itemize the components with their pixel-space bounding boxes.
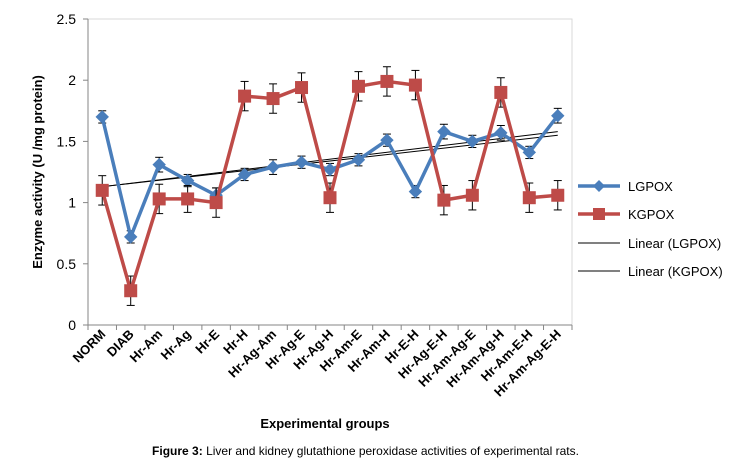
data-point [351, 79, 365, 93]
x-axis: NORMDIABHr-AmHr-AgHr-EHr-HHr-Ag-AmHr-Ag-… [70, 324, 573, 399]
y-tick-label: 2 [68, 72, 76, 88]
data-point [294, 155, 309, 169]
data-point [437, 193, 451, 207]
data-point [152, 192, 166, 206]
data-point [124, 284, 138, 298]
data-point [323, 162, 337, 177]
data-point [181, 192, 195, 206]
data-point [551, 108, 565, 123]
data-point [522, 145, 537, 160]
data-point [465, 134, 480, 149]
legend: LGPOX KGPOX Linear (LGPOX) Linear (KGPOX) [578, 179, 723, 279]
figure-caption: Figure 3: Liver and kidney glutathione p… [0, 444, 731, 458]
series-group [95, 66, 565, 306]
data-point [237, 167, 252, 182]
data-point [209, 196, 223, 210]
data-point [351, 153, 366, 167]
data-point [238, 89, 252, 103]
data-point [494, 85, 508, 99]
y-tick-label: 1.5 [57, 133, 77, 149]
data-point [437, 124, 451, 139]
data-point [522, 191, 536, 205]
data-point [408, 78, 422, 92]
data-point [152, 157, 166, 172]
series-kgpox [95, 66, 565, 306]
data-point [95, 183, 109, 197]
x-tick-label: Hr-E [192, 326, 222, 356]
data-point [266, 92, 280, 106]
data-point [380, 133, 394, 147]
legend-item: Linear (KGPOX) [578, 264, 723, 279]
data-point [465, 188, 479, 202]
legend-item: LGPOX [578, 179, 673, 194]
legend-swatch-marker [593, 208, 605, 220]
data-point [323, 191, 337, 205]
y-tick-label: 0.5 [57, 256, 77, 272]
data-point [494, 126, 508, 140]
data-point [380, 74, 394, 88]
y-tick-label: 2.5 [57, 11, 77, 27]
data-point [266, 160, 280, 174]
legend-label: Linear (KGPOX) [628, 264, 723, 279]
legend-item: Linear (LGPOX) [578, 236, 721, 251]
y-tick-label: 1 [68, 195, 76, 211]
x-tick-label: Hr-Am [127, 327, 166, 366]
trendlines [102, 131, 558, 188]
data-point [123, 230, 138, 244]
x-tick-label: Hr-Ag [158, 326, 194, 362]
x-axis-title: Experimental groups [260, 416, 389, 431]
chart: 0 0.5 1 1.5 2 2.5 NORMDIABHr-AmHr-AgHr-EHr-HH… [30, 11, 723, 431]
y-tick-label: 0 [68, 317, 76, 333]
data-point [95, 110, 109, 124]
legend-swatch-marker [593, 180, 605, 192]
y-axis: 0 0.5 1 1.5 2 2.5 [57, 11, 89, 333]
legend-label: KGPOX [628, 207, 675, 222]
trendline [102, 134, 558, 188]
data-point [408, 184, 423, 199]
trendline [102, 131, 558, 188]
figure-caption-text: Liver and kidney glutathione peroxidase … [206, 444, 579, 458]
data-point [551, 188, 565, 202]
legend-label: LGPOX [628, 179, 673, 194]
legend-item: KGPOX [578, 207, 675, 222]
legend-label: Linear (LGPOX) [628, 236, 721, 251]
y-axis-title: Enzyme activity (U /mg protein) [30, 75, 45, 269]
figure-caption-label: Figure 3: [152, 444, 203, 458]
data-point [295, 81, 309, 95]
